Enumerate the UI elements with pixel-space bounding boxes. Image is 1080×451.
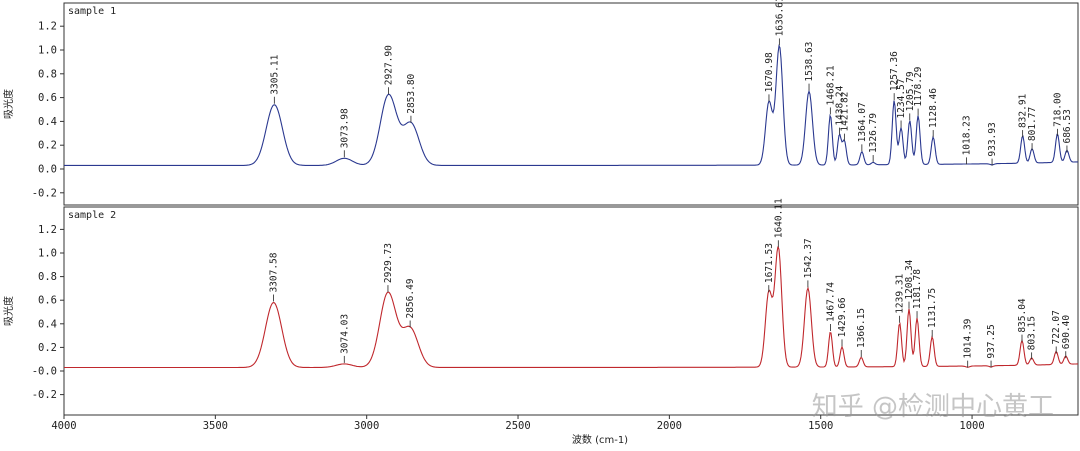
peak-label: 3307.58: [269, 252, 280, 292]
x-axis-label: 波数 (cm-1): [572, 433, 628, 446]
peak-label: 1670.98: [764, 52, 775, 92]
peak-label: 1467.74: [825, 282, 836, 322]
peak-label: 1208.34: [904, 259, 915, 299]
peak-label: 1671.53: [764, 243, 775, 283]
y-tick-label: 1.2: [38, 224, 57, 236]
peak-label: 1018.23: [962, 115, 973, 155]
peak-label: 1438.24: [834, 85, 845, 125]
peak-label: 1542.37: [803, 238, 814, 278]
peak-label: 1239.31: [895, 273, 906, 313]
peak-label: 937.25: [986, 324, 997, 358]
peak-label: 1234.57: [896, 78, 907, 118]
peak-label: 722.07: [1051, 310, 1062, 344]
peak-label: 1257.36: [889, 51, 900, 91]
y-tick-label: 0.2: [38, 342, 57, 354]
peak-label: 2853.80: [406, 73, 417, 113]
peak-label: 3074.03: [339, 314, 350, 354]
y-tick-label: -0.0: [32, 366, 57, 378]
peak-label: 2856.49: [405, 278, 416, 318]
spectrum-line: [64, 44, 1078, 166]
peak-label: 3305.11: [269, 54, 280, 94]
peak-label: 1429.66: [837, 297, 848, 337]
peak-label: 1366.15: [856, 308, 867, 348]
panel-title: sample 1: [68, 6, 116, 17]
peak-label: 803.15: [1027, 316, 1038, 350]
peak-label: 1178.29: [913, 66, 924, 106]
spectrum-line: [64, 246, 1078, 369]
panel-title: sample 2: [68, 210, 116, 221]
y-tick-label: 1.0: [38, 45, 57, 57]
peak-label: 1468.21: [825, 65, 836, 105]
x-tick-label: 1000: [959, 420, 984, 432]
watermark: 知乎 @检测中心黄工: [811, 392, 1054, 422]
y-tick-label: 1.0: [38, 248, 57, 260]
peak-label: 686.53: [1062, 109, 1073, 143]
peak-label: 1181.78: [912, 269, 923, 309]
y-tick-label: 1.2: [38, 21, 57, 33]
panel-frame: [63, 206, 1079, 416]
y-axis-label: 吸光度: [2, 89, 15, 119]
y-tick-label: -0.2: [32, 187, 57, 199]
y-tick-label: 0.6: [38, 295, 57, 307]
peak-label: 1636.61: [774, 0, 785, 36]
y-tick-label: 0.6: [38, 92, 57, 104]
peak-label: 2927.90: [384, 45, 395, 85]
peak-label: 1421.82: [839, 92, 850, 132]
peak-label: 1326.79: [868, 113, 879, 153]
y-tick-label: 0.4: [38, 318, 57, 330]
peak-label: 1205.79: [905, 71, 916, 111]
peak-label: 832.91: [1018, 93, 1029, 128]
peak-label: 1128.46: [928, 88, 939, 128]
x-tick-label: 3500: [203, 420, 228, 432]
x-tick-label: 2000: [657, 420, 682, 432]
peak-label: 718.00: [1052, 92, 1063, 127]
peak-label: 690.40: [1061, 315, 1072, 350]
peak-label: 835.04: [1017, 298, 1028, 333]
panel-frame: [63, 2, 1079, 206]
peak-label: 1538.63: [804, 42, 815, 82]
peak-label: 801.77: [1027, 107, 1038, 141]
y-tick-label: 0.0: [38, 164, 57, 176]
peak-label: 1014.39: [963, 318, 974, 358]
y-tick-label: 0.4: [38, 116, 57, 128]
y-tick-label: 0.2: [38, 140, 57, 152]
x-tick-label: 1500: [808, 420, 833, 432]
y-axis-label: 吸光度: [2, 296, 15, 326]
peak-label: 3073.98: [339, 108, 350, 148]
peak-label: 2929.73: [383, 243, 394, 283]
peak-label: 1364.07: [857, 102, 868, 142]
x-tick-label: 3000: [354, 420, 379, 432]
x-tick-label: 2500: [505, 420, 530, 432]
peak-label: 1131.75: [927, 288, 938, 328]
y-tick-label: -0.2: [32, 389, 57, 401]
x-tick-label: 4000: [51, 420, 76, 432]
y-tick-label: 0.8: [38, 271, 57, 283]
peak-label: 933.93: [987, 122, 998, 156]
y-tick-label: 0.8: [38, 68, 57, 80]
peak-label: 1640.11: [773, 198, 784, 238]
